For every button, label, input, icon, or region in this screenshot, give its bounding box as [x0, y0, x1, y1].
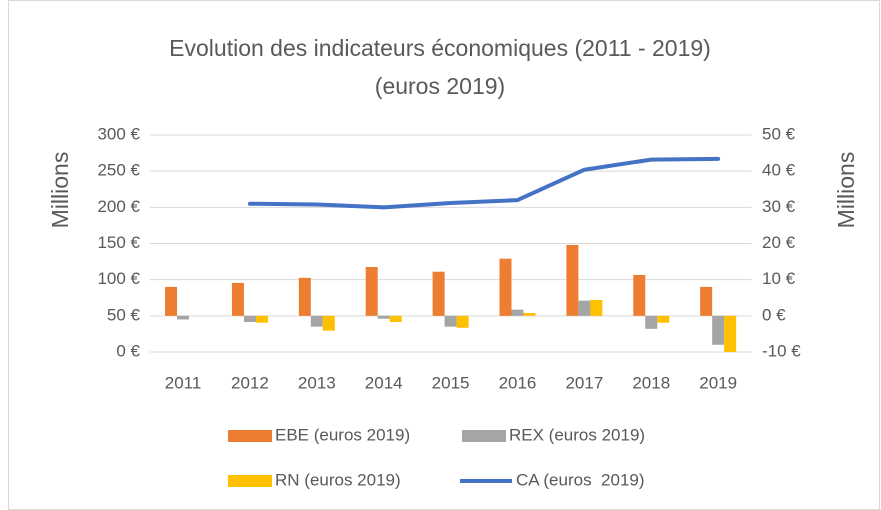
bar [657, 315, 670, 323]
y2-axis-title: Millions [833, 152, 859, 229]
chart-frame [8, 0, 880, 510]
bar [310, 315, 323, 327]
bar [578, 300, 591, 316]
y-tick-label: 50 € [107, 305, 141, 324]
x-tick-label: 2015 [432, 373, 470, 392]
y-tick-label: 300 € [97, 124, 140, 143]
bar [255, 315, 268, 323]
y2-tick-label: 20 € [762, 233, 796, 252]
chart-title: Evolution des indicateurs économiques (2… [169, 35, 711, 61]
x-tick-label: 2011 [165, 373, 202, 392]
x-tick-label: 2018 [632, 373, 670, 392]
bar [456, 315, 469, 328]
x-tick-label: 2014 [365, 373, 403, 392]
bar [444, 315, 457, 327]
legend-label: CA (euros 2019) [516, 470, 645, 489]
y2-tick-label: 0 € [762, 305, 786, 324]
legend-swatch [228, 475, 272, 487]
bar [590, 299, 603, 316]
y2-tick-label: -10 € [762, 341, 801, 360]
bar [389, 315, 402, 322]
bar [499, 258, 512, 316]
bar [712, 315, 725, 345]
x-tick-label: 2017 [565, 373, 603, 392]
chart-subtitle: (euros 2019) [375, 73, 505, 99]
bar [724, 315, 737, 352]
bar [165, 286, 178, 316]
x-tick-label: 2013 [298, 373, 336, 392]
y-tick-label: 0 € [116, 341, 140, 360]
bar [365, 267, 378, 316]
y-tick-label: 250 € [97, 161, 140, 180]
bar [523, 312, 536, 316]
y2-tick-label: 10 € [762, 269, 796, 288]
bar [243, 315, 256, 322]
bar [511, 309, 524, 316]
y2-tick-label: 50 € [762, 124, 796, 143]
bar [377, 315, 390, 319]
bar [700, 286, 713, 316]
legend-label: REX (euros 2019) [509, 425, 645, 444]
bar [322, 315, 335, 331]
x-tick-label: 2019 [699, 373, 737, 392]
y-axis-title: Millions [47, 152, 73, 229]
y2-tick-label: 40 € [762, 161, 796, 180]
y-tick-label: 200 € [97, 197, 140, 216]
legend-swatch [228, 430, 272, 442]
x-tick-label: 2016 [499, 373, 537, 392]
bar [298, 277, 311, 316]
legend-label: EBE (euros 2019) [275, 425, 410, 444]
bar [231, 282, 244, 316]
bar [645, 315, 658, 329]
y-tick-label: 150 € [97, 233, 140, 252]
line [247, 156, 721, 210]
bar [432, 271, 445, 316]
x-tick-label: 2012 [231, 373, 269, 392]
bar [177, 315, 190, 320]
legend-swatch [462, 430, 506, 442]
legend-label: RN (euros 2019) [275, 470, 401, 489]
bar [566, 244, 579, 316]
y-tick-label: 100 € [97, 269, 140, 288]
bar [633, 274, 646, 316]
y2-tick-label: 30 € [762, 197, 796, 216]
